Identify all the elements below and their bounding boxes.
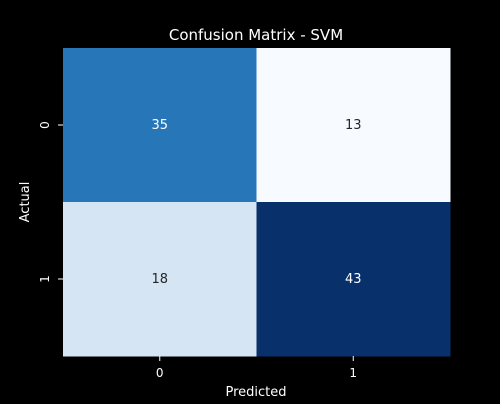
heatmap-cell-0-1 [256,48,451,203]
x-tick-label-0: 0 [156,366,164,380]
y-tick-label-0: 0 [38,121,52,129]
cell-value-1-0: 18 [151,272,168,287]
cell-annotations: 35 13 18 43 [151,118,361,287]
y-tick-label-1: 1 [38,275,52,283]
x-tick-label-1: 1 [349,366,357,380]
heatmap-cell-0-0 [63,48,257,203]
heatmap-cell-1-1 [256,202,451,357]
cell-value-0-1: 13 [345,118,362,133]
cell-value-0-0: 35 [151,118,168,133]
chart-title: Confusion Matrix - SVM [169,26,343,44]
y-axis-label: Actual [18,182,33,223]
x-axis-label: Predicted [225,385,286,400]
heatmap-cells [63,48,451,357]
cell-value-1-1: 43 [345,272,362,287]
y-axis: 01 [38,121,63,283]
heatmap-cell-1-0 [63,202,257,357]
